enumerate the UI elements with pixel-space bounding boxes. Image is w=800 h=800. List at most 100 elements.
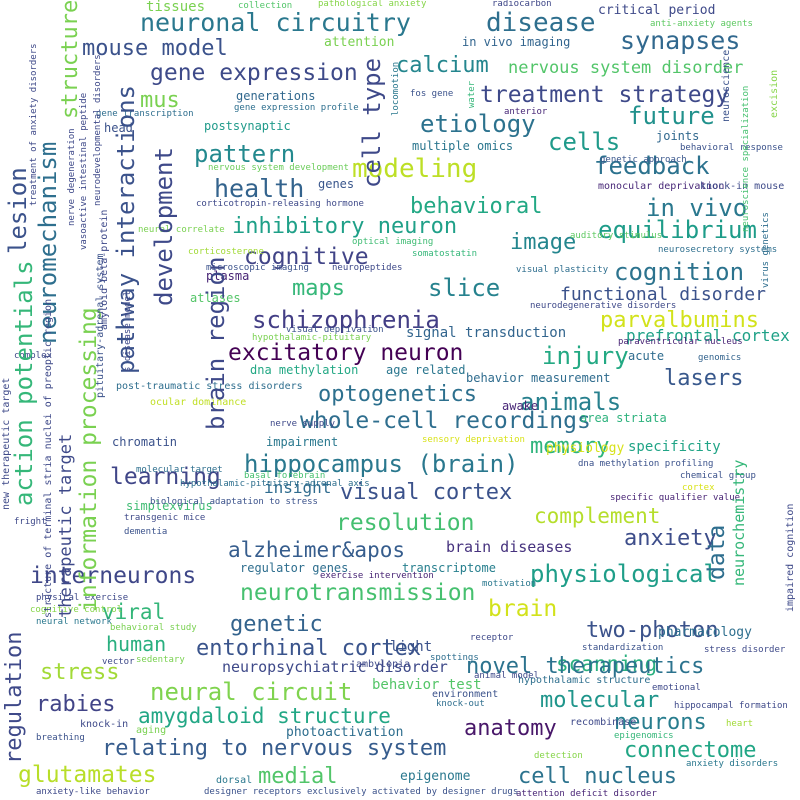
word: dna methylation profiling	[578, 459, 714, 469]
word: epigenome	[400, 769, 471, 784]
word: critical period	[598, 3, 716, 18]
word: maps	[292, 276, 345, 301]
word: calcium	[396, 53, 489, 78]
word: motivation	[482, 579, 537, 589]
word: postsynaptic	[204, 119, 291, 133]
word: brain	[488, 596, 558, 622]
word: modeling	[352, 154, 478, 184]
word: paraventricular nucleus	[618, 337, 743, 347]
word: chemical group	[680, 471, 756, 481]
word: rabies	[36, 692, 116, 717]
word: gene expression profile	[234, 103, 359, 113]
word: entorhinal cortex	[196, 636, 422, 661]
word: heart	[726, 719, 754, 729]
word: water	[467, 80, 477, 108]
word: mus	[140, 88, 180, 113]
word: neurotransmission	[240, 580, 476, 606]
word: lesion	[4, 167, 32, 254]
word: locomotion	[391, 61, 401, 116]
word: receptor	[470, 633, 514, 643]
word: generations	[236, 89, 316, 103]
word: viral	[102, 600, 166, 624]
word: physical exercise	[36, 593, 129, 603]
word: behavior test	[372, 677, 482, 693]
word: chromatin	[112, 435, 178, 449]
word: simplexvirus	[126, 499, 213, 513]
word: multiple omics	[412, 139, 514, 153]
word: brain region	[202, 256, 230, 430]
word: pathological anxiety	[318, 0, 427, 9]
word: behavioral study	[110, 623, 197, 633]
word: data	[704, 524, 730, 580]
word: regulation	[2, 631, 27, 764]
word: neuropeptides	[332, 263, 403, 273]
word: genomics	[698, 353, 742, 363]
word: collection	[238, 1, 293, 11]
word: health	[214, 174, 305, 203]
word: s disease model	[123, 290, 133, 372]
word: neuroscience	[721, 49, 732, 122]
word: neuroscience specialization	[741, 85, 751, 232]
word: visual cortex	[340, 480, 513, 505]
word: hypothalamic structure	[518, 675, 651, 686]
word: in vivo	[646, 194, 748, 222]
word: amyloid beta-protein	[99, 209, 110, 330]
word: designer receptors exclusively activated…	[204, 787, 519, 797]
word: nervous system disorder	[508, 58, 744, 78]
word: anxiety	[624, 526, 717, 551]
word: biological adaptation to stress	[150, 497, 318, 507]
word: human	[106, 632, 167, 656]
word: neuropsychiatric disorder	[222, 658, 448, 676]
word: anxiety-like behavior	[36, 787, 150, 797]
word: knock-out	[436, 699, 485, 709]
word: neural circuit	[150, 678, 353, 706]
word: glutamates	[18, 762, 157, 788]
word: parvalbumins	[600, 308, 759, 333]
word: impaired cognition	[785, 503, 796, 612]
word: ambylopia	[356, 659, 411, 670]
word: standardization	[582, 643, 664, 653]
word: brain diseases	[446, 538, 573, 556]
word: physiology	[546, 441, 625, 456]
word: disease	[486, 8, 596, 38]
word: neurodevelopmental disorders	[93, 54, 103, 206]
word: spottings	[430, 653, 479, 663]
word: inhibitory neuron	[232, 214, 458, 239]
word: hippocampal formation	[674, 701, 788, 711]
word: development	[150, 147, 178, 306]
word: anterior	[504, 107, 548, 117]
word: virus genetics	[761, 212, 771, 288]
word: knock-in	[80, 719, 129, 730]
word: impairment	[266, 435, 339, 449]
word: gene transcription	[96, 109, 194, 119]
word: monocular deprivation	[598, 181, 725, 192]
word: genetic approach	[600, 155, 687, 165]
word: vector	[102, 657, 135, 667]
word: transgenic mice	[124, 513, 206, 523]
word: amygdaloid structure	[138, 704, 391, 728]
word: visual plasticity	[516, 265, 609, 275]
word: cell nucleus	[518, 764, 677, 789]
word: resolution	[336, 510, 475, 536]
word: joints	[656, 129, 700, 143]
word: auditory stimulus	[570, 231, 663, 241]
word: in vivo imaging	[462, 35, 571, 49]
word: emotional	[652, 683, 701, 693]
word: functional disorder	[560, 284, 766, 305]
word: neural correlate	[138, 225, 225, 235]
word: epigenomics	[614, 731, 674, 741]
word: atlases	[190, 291, 241, 305]
word: slice	[428, 274, 501, 302]
word: attention	[324, 35, 395, 50]
word: feedback	[594, 152, 710, 180]
word: somatostatin	[412, 249, 478, 259]
word: alzheimer&apos	[228, 538, 406, 562]
word: neural network	[36, 617, 112, 627]
word: acute	[628, 349, 665, 363]
word: new therapeutic target	[1, 377, 12, 510]
word: novel therapeutics	[466, 654, 705, 679]
word: scanning	[556, 652, 658, 676]
word: cortex	[682, 483, 715, 493]
word: treatment strategy	[480, 82, 730, 108]
word: dementia	[124, 527, 168, 537]
